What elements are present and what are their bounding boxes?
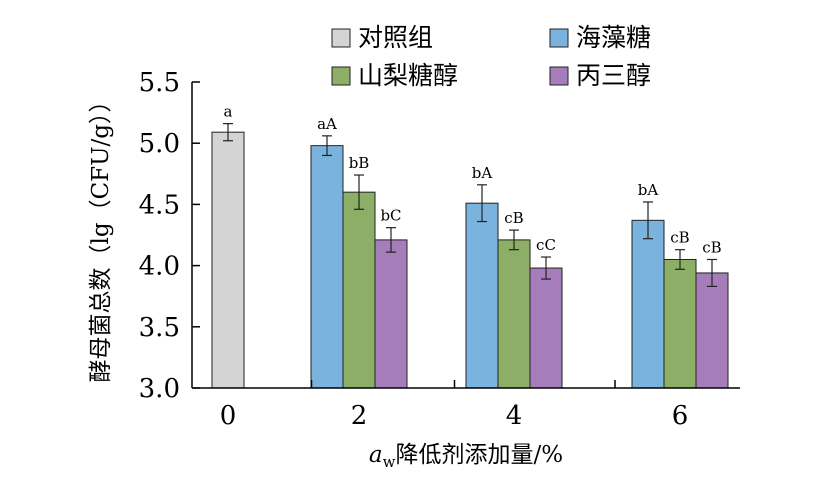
significance-label-s2-c2: cB: [504, 209, 523, 227]
x-tick-label-2: 4: [506, 401, 523, 431]
bar-s1-c1: [310, 145, 344, 389]
x-axis-title: aw降低剂添加量/%: [369, 442, 563, 471]
y-axis-title: 酵母菌总数（lg（CFU/g））: [88, 90, 114, 383]
bar-s3-c1: [374, 239, 408, 389]
axes-layer: 3.0 3.5 4.0 4.5 5.0 5.5 0 2 4 6: [139, 68, 740, 431]
significance-label-s2-c1: bB: [349, 154, 370, 172]
bar-s2-c1: [342, 191, 376, 389]
significance-label-s3-c1: bC: [380, 207, 401, 225]
legend-label-3: 丙三醇: [576, 61, 651, 90]
y-tick-label-4: 5.0: [139, 129, 180, 159]
x-axis-title-text: 降低剂添加量/%: [395, 442, 563, 468]
legend-label-0: 对照组: [358, 23, 433, 52]
legend-swatch-0: [331, 28, 351, 48]
significance-label-s2-c3: cB: [670, 229, 689, 247]
significance-label-s3-c3: cB: [702, 238, 721, 256]
bar-s1-c3: [631, 219, 665, 389]
bar-s3-c3: [695, 272, 729, 389]
y-tick-label-3: 4.5: [139, 190, 180, 220]
significance-label-s3-c2: cC: [536, 236, 556, 254]
legend-swatch-2: [331, 66, 351, 86]
significance-label-s1-c3: bA: [638, 181, 659, 199]
y-tick-label-2: 4.0: [139, 252, 180, 282]
bar-s1-c2: [465, 202, 499, 389]
bar-s3-c2: [529, 267, 563, 389]
legend-swatch-1: [549, 28, 569, 48]
y-tick-label-5: 5.5: [139, 68, 180, 98]
legend-swatch-3: [549, 66, 569, 86]
y-tick-label-1: 3.5: [139, 313, 180, 343]
x-tick-label-0: 0: [220, 401, 237, 431]
x-tick-label-3: 6: [672, 401, 689, 431]
bars-layer: a aA bB bC bA cB cC bA cB cB: [211, 103, 729, 389]
x-axis-title-a: a: [369, 442, 383, 468]
bar-s2-c3: [663, 258, 697, 389]
significance-label-s1-c2: bA: [472, 164, 493, 182]
y-tick-label-0: 3.0: [139, 374, 180, 404]
significance-label-s0-c0: a: [224, 103, 233, 121]
bar-s0-c0: [211, 131, 245, 389]
x-axis-title-subscript: w: [383, 453, 396, 471]
bar-s2-c2: [497, 239, 531, 389]
legend-label-2: 山梨糖醇: [358, 61, 458, 90]
legend-label-1: 海藻糖: [576, 23, 651, 52]
significance-label-s1-c1: aA: [317, 115, 337, 133]
x-tick-label-1: 2: [351, 401, 368, 431]
